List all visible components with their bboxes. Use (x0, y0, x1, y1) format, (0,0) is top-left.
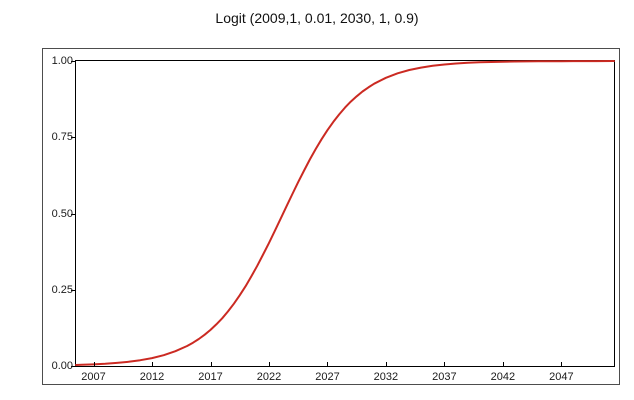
x-tick-mark (93, 362, 95, 366)
x-tick-mark (152, 362, 154, 366)
x-tick-label: 2012 (139, 371, 165, 383)
x-tick-label: 2047 (549, 371, 574, 383)
x-tick-mark (561, 362, 563, 366)
x-tick-label: 2032 (373, 371, 399, 383)
y-tick-label: 0.50 (51, 207, 73, 220)
y-tick-mark (71, 137, 75, 139)
chart-title: Logit (2009,1, 0.01, 2030, 1, 0.9) (215, 10, 419, 26)
x-tick-mark (385, 362, 387, 366)
y-tick-mark (71, 61, 75, 62)
x-tick-label: 2027 (315, 371, 340, 383)
y-tick-mark (71, 213, 75, 215)
chart-outer-box: 0.00 0.25 0.50 0.75 1.00 2007 2012 2017 2022 2027… (42, 48, 620, 385)
y-tick-label: 1.00 (51, 55, 73, 67)
x-tick-mark (268, 362, 270, 366)
x-tick-label: 2042 (490, 371, 516, 383)
x-tick-label: 2022 (256, 371, 282, 383)
logit-curve-line (75, 60, 615, 366)
x-tick-mark (502, 362, 504, 366)
y-tick-label: 0.25 (51, 283, 73, 296)
x-tick-label: 2037 (432, 371, 457, 383)
plot-area (75, 60, 615, 367)
x-tick-label: 2007 (81, 371, 106, 383)
x-tick-mark (210, 362, 212, 366)
x-tick-mark (327, 362, 329, 366)
y-tick-mark (71, 289, 75, 291)
y-tick-label: 0.00 (51, 360, 73, 372)
x-tick-mark (444, 362, 446, 366)
y-tick-label: 0.75 (51, 131, 73, 144)
y-tick-mark (71, 366, 75, 367)
logit-curve-canvas (75, 60, 615, 366)
x-tick-label: 2017 (198, 371, 223, 383)
